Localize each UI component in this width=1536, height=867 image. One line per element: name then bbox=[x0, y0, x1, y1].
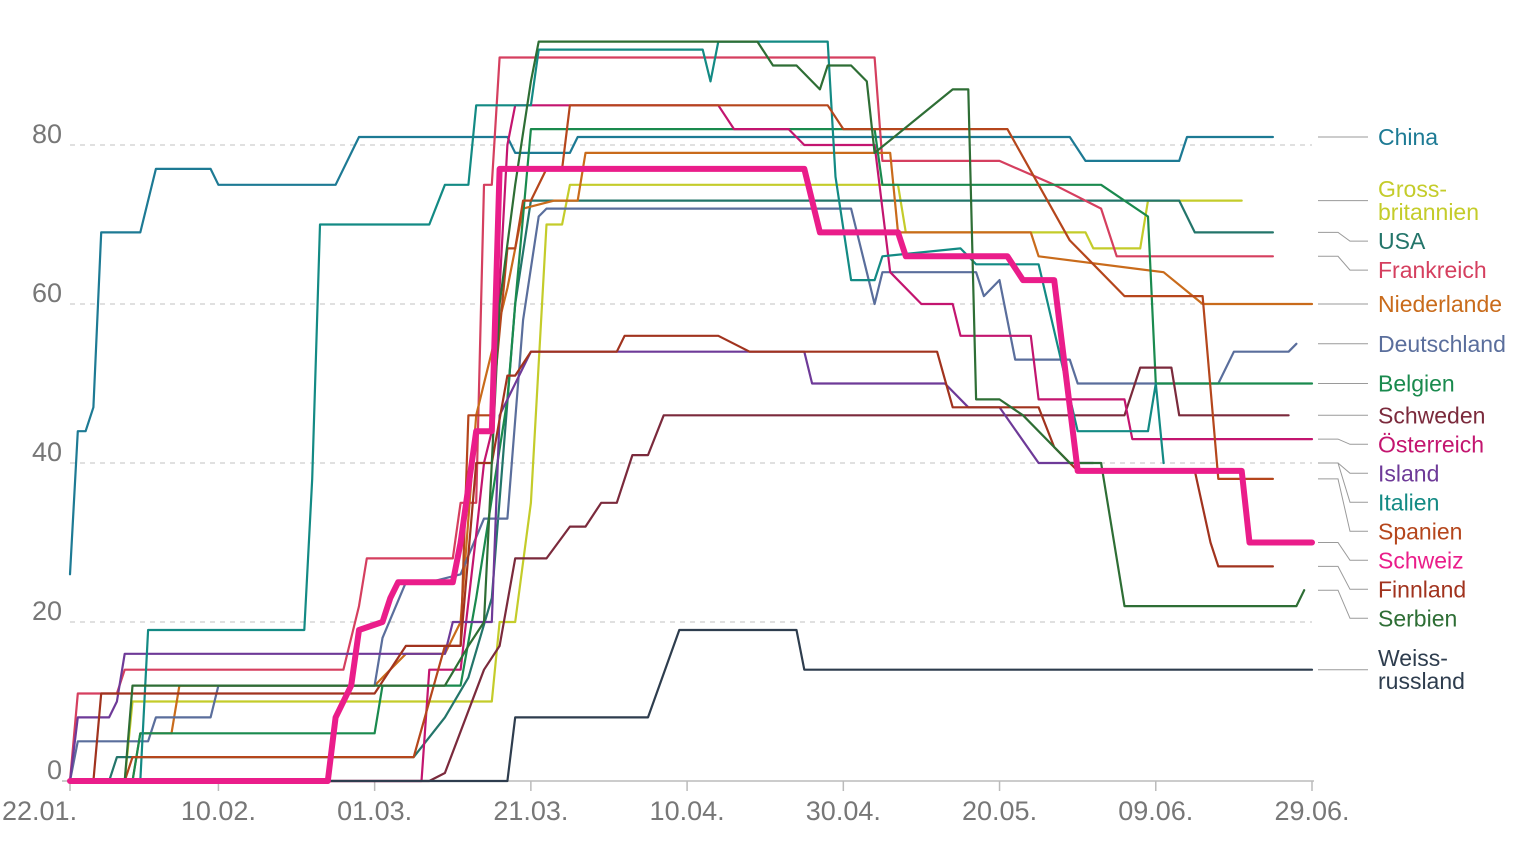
legend-label-island: Island bbox=[1378, 460, 1439, 486]
x-tick-label: 22.01. bbox=[2, 796, 77, 826]
series-line-grossbritannien bbox=[68, 183, 1243, 783]
series-line-weissrussland bbox=[68, 628, 1314, 783]
legend-label-weissrussland: russland bbox=[1378, 668, 1465, 694]
legend-label-belgien: Belgien bbox=[1378, 371, 1455, 397]
legend: China Gross-britannien USA Frankreich Nieder… bbox=[1318, 124, 1506, 694]
legend-label-grossbritannien: Gross- bbox=[1378, 176, 1447, 202]
legend-label-grossbritannien: britannien bbox=[1378, 199, 1479, 225]
axes: 0 20 40 60 80 22.01. 10.02. 01.03. 21.03. 10.04. 3… bbox=[2, 119, 1350, 826]
legend-leader-line bbox=[1318, 462, 1368, 474]
legend-leader-line bbox=[1318, 231, 1368, 242]
legend-label-schweiz: Schweiz bbox=[1378, 547, 1464, 573]
x-tick-label: 01.03. bbox=[337, 796, 412, 826]
x-tick-label: 21.03. bbox=[493, 796, 568, 826]
series-line-finnland bbox=[68, 334, 1275, 783]
series-line-schweden bbox=[68, 366, 1290, 783]
x-tick-label: 30.04. bbox=[806, 796, 881, 826]
x-tick-label: 10.02. bbox=[181, 796, 256, 826]
legend-label-italien: Italien bbox=[1378, 489, 1439, 515]
grid-lines bbox=[70, 144, 1312, 623]
series-line-belgien bbox=[68, 128, 1314, 783]
series-line-schweiz bbox=[67, 165, 1315, 784]
legend-leader-line bbox=[1318, 565, 1368, 590]
series-line-china bbox=[68, 135, 1275, 576]
y-tick-label: 60 bbox=[32, 278, 62, 308]
legend-label-spanien: Spanien bbox=[1378, 518, 1462, 544]
series-line-serbien bbox=[68, 40, 1306, 783]
legend-leader-line bbox=[1318, 255, 1368, 271]
legend-leader-line bbox=[1318, 438, 1368, 445]
y-tick-label: 80 bbox=[32, 119, 62, 149]
y-tick-label: 40 bbox=[32, 437, 62, 467]
series-line-spanien bbox=[68, 104, 1275, 783]
series-line-frankreich bbox=[68, 56, 1275, 783]
series-line-niederlande bbox=[68, 151, 1314, 783]
x-tick-label: 29.06. bbox=[1274, 796, 1349, 826]
legend-label-serbien: Serbien bbox=[1378, 605, 1457, 631]
series-line-österreich bbox=[68, 104, 1314, 783]
legend-label-schweden: Schweden bbox=[1378, 402, 1485, 428]
y-tick-label: 0 bbox=[47, 755, 62, 785]
x-tick-label: 20.05. bbox=[962, 796, 1037, 826]
legend-label-österreich: Österreich bbox=[1378, 431, 1484, 457]
legend-label-niederlande: Niederlande bbox=[1378, 291, 1502, 317]
y-tick-label: 20 bbox=[32, 596, 62, 626]
x-tick-label: 09.06. bbox=[1118, 796, 1193, 826]
legend-leader-line bbox=[1318, 478, 1368, 532]
legend-label-deutschland: Deutschland bbox=[1378, 331, 1506, 357]
legend-label-finnland: Finnland bbox=[1378, 576, 1466, 602]
legend-label-china: China bbox=[1378, 124, 1438, 150]
legend-leader-line bbox=[1318, 542, 1368, 561]
series-lines bbox=[67, 40, 1315, 784]
series-line-italien bbox=[68, 40, 1165, 783]
x-tick-label: 10.04. bbox=[650, 796, 725, 826]
series-line-deutschland bbox=[68, 207, 1298, 783]
legend-leader-line bbox=[1318, 462, 1368, 503]
legend-label-frankreich: Frankreich bbox=[1378, 257, 1487, 283]
legend-label-usa: USA bbox=[1378, 228, 1426, 254]
legend-leader-line bbox=[1318, 589, 1368, 619]
legend-label-weissrussland: Weiss- bbox=[1378, 645, 1448, 671]
